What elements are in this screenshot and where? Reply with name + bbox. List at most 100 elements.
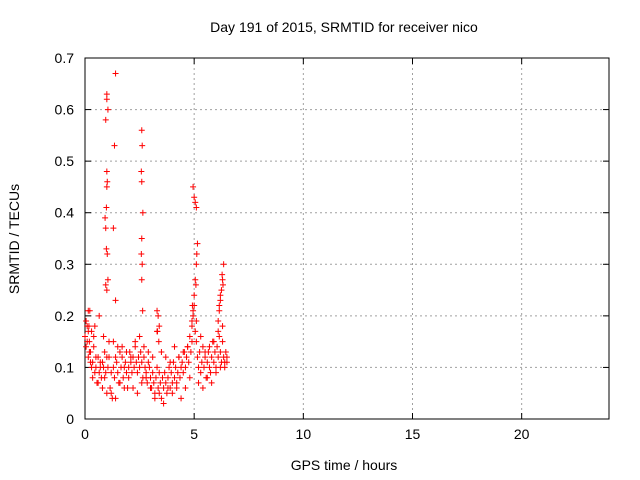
- data-point: [191, 194, 198, 201]
- data-point: [194, 240, 201, 247]
- data-point: [186, 374, 193, 381]
- data-point: [182, 364, 189, 371]
- y-tick-label: 0: [66, 411, 74, 427]
- data-point: [210, 338, 217, 345]
- data-point: [204, 374, 211, 381]
- data-point: [104, 250, 111, 257]
- data-point: [219, 323, 226, 330]
- data-point: [159, 374, 166, 381]
- data-point: [116, 348, 123, 355]
- data-point: [202, 354, 209, 361]
- data-point: [133, 359, 140, 366]
- data-point: [137, 348, 144, 355]
- data-point: [139, 209, 146, 216]
- data-point: [85, 307, 92, 314]
- data-point: [96, 369, 103, 376]
- data-point: [104, 178, 111, 185]
- data-point: [119, 354, 126, 361]
- y-tick-label: 0.4: [55, 205, 75, 221]
- data-point: [208, 354, 215, 361]
- data-point: [204, 359, 211, 366]
- data-point: [103, 287, 110, 294]
- y-tick-label: 0.2: [55, 308, 75, 324]
- data-point: [104, 276, 111, 283]
- data-point: [103, 245, 110, 252]
- data-point: [155, 312, 162, 319]
- data-point: [149, 354, 156, 361]
- data-point: [216, 302, 223, 309]
- data-point: [114, 343, 121, 350]
- data-point: [102, 214, 109, 221]
- data-point: [112, 297, 119, 304]
- data-point: [200, 364, 207, 371]
- data-point: [82, 333, 88, 340]
- data-point: [191, 292, 198, 299]
- data-point: [210, 359, 217, 366]
- data-point: [83, 343, 90, 350]
- data-point: [193, 204, 200, 211]
- data-point: [172, 364, 179, 371]
- data-point: [140, 354, 147, 361]
- data-point: [110, 364, 117, 371]
- data-point: [147, 385, 154, 392]
- data-point: [143, 369, 150, 376]
- data-point: [120, 374, 127, 381]
- data-point: [215, 318, 222, 325]
- data-point: [215, 328, 222, 335]
- data-point: [190, 183, 197, 190]
- y-tick-label: 0.7: [55, 50, 75, 66]
- data-point: [189, 302, 196, 309]
- data-point: [103, 183, 110, 190]
- data-point: [103, 168, 110, 175]
- data-point: [180, 348, 187, 355]
- data-point: [162, 379, 169, 386]
- data-point: [104, 364, 111, 371]
- data-point: [90, 343, 97, 350]
- data-point: [91, 323, 98, 330]
- data-point: [160, 400, 167, 407]
- data-points: [82, 70, 230, 407]
- x-tick-label: 5: [190, 426, 198, 442]
- x-tick-label: 10: [296, 426, 312, 442]
- data-point: [158, 348, 165, 355]
- data-point: [154, 328, 161, 335]
- data-point: [95, 379, 102, 386]
- x-axis-label: GPS time / hours: [291, 457, 398, 473]
- data-point: [149, 369, 156, 376]
- data-point: [112, 395, 119, 402]
- data-point: [103, 204, 110, 211]
- data-point: [145, 348, 152, 355]
- data-point: [156, 390, 163, 397]
- data-point: [174, 369, 181, 376]
- data-point: [171, 374, 178, 381]
- data-point: [134, 369, 141, 376]
- data-point: [184, 343, 191, 350]
- data-point: [220, 261, 227, 268]
- data-point: [150, 379, 157, 386]
- data-point: [112, 354, 119, 361]
- data-point: [85, 328, 92, 335]
- data-point: [206, 364, 213, 371]
- data-point: [138, 235, 145, 242]
- data-point: [215, 354, 222, 361]
- data-point: [138, 379, 145, 386]
- data-point: [132, 343, 139, 350]
- data-point: [182, 385, 189, 392]
- data-point: [188, 338, 195, 345]
- data-point: [138, 178, 145, 185]
- y-tick-label: 0.5: [55, 153, 75, 169]
- data-point: [156, 323, 163, 330]
- data-point: [99, 385, 106, 392]
- data-point: [213, 369, 219, 376]
- data-point: [139, 307, 146, 314]
- x-tick-labels: 0 5 10 15 20: [81, 426, 530, 442]
- data-point: [125, 364, 132, 371]
- data-point: [196, 348, 203, 355]
- data-point: [102, 369, 109, 376]
- data-point: [169, 390, 176, 397]
- data-point: [193, 250, 200, 257]
- data-point: [107, 385, 114, 392]
- data-point: [130, 385, 137, 392]
- data-point: [223, 354, 230, 361]
